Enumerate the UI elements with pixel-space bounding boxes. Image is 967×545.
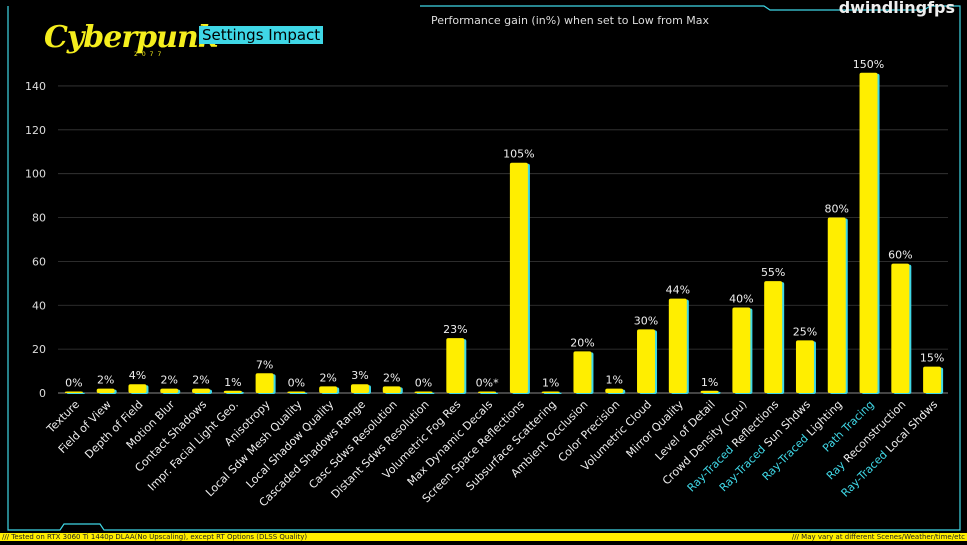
bar: [350, 384, 369, 393]
data-label: 2%: [383, 371, 400, 384]
y-tick-label: 140: [25, 80, 46, 93]
bar: [923, 366, 942, 393]
y-tick-label: 80: [32, 212, 46, 225]
data-label: 0%: [288, 377, 305, 390]
bar: [732, 307, 751, 393]
data-label: 1%: [606, 374, 623, 387]
y-tick-label: 120: [25, 124, 46, 137]
bar: [382, 386, 401, 393]
y-tick-label: 60: [32, 255, 46, 268]
bar: [795, 340, 814, 393]
data-label: 150%: [853, 58, 884, 71]
bar: [255, 373, 274, 393]
bar: [605, 388, 624, 393]
data-label: 7%: [256, 358, 273, 371]
settings-impact-badge: Settings Impact: [199, 26, 324, 44]
bar: [96, 388, 115, 393]
bar: [192, 388, 211, 393]
bar: [827, 217, 846, 393]
logo-text: Cyberpunk: [44, 20, 219, 55]
y-tick-label: 40: [32, 299, 46, 312]
data-label: 3%: [351, 369, 368, 382]
data-label: 25%: [793, 325, 817, 338]
bar: [414, 391, 433, 393]
bar: [160, 388, 179, 393]
data-label: 30%: [634, 314, 658, 327]
y-tick-label: 0: [39, 387, 46, 400]
data-label: 55%: [761, 266, 785, 279]
bar: [223, 390, 242, 393]
y-tick-label: 100: [25, 168, 46, 181]
bar: [700, 390, 719, 393]
data-label: 0%: [65, 377, 82, 390]
bar: [668, 298, 687, 393]
chart-subtitle: Performance gain (in%) when set to Low f…: [430, 14, 710, 27]
footer-note-left: /// Tested on RTX 3060 Ti 1440p DLAA(No …: [2, 533, 308, 541]
bar: [637, 329, 656, 393]
data-label: 2%: [192, 374, 209, 387]
data-label: 44%: [666, 284, 690, 297]
data-label: 0%: [415, 377, 432, 390]
logo-subtext: 2077: [134, 51, 166, 58]
bar: [319, 386, 338, 393]
data-label: 2%: [161, 374, 178, 387]
bar: [509, 162, 528, 393]
bar: [573, 351, 592, 393]
footer-strip: /// Tested on RTX 3060 Ti 1440p DLAA(No …: [0, 531, 967, 541]
bar: [478, 391, 497, 393]
data-label: 1%: [701, 376, 718, 389]
data-label: 4%: [129, 369, 146, 382]
bar: [446, 338, 465, 393]
bar: [287, 391, 306, 393]
footer-note-right: /// May vary at different Scenes/Weather…: [791, 533, 965, 541]
data-label: 60%: [888, 249, 912, 262]
y-tick-label: 20: [32, 343, 46, 356]
bar: [64, 391, 83, 393]
bar: [764, 281, 783, 393]
data-label: 1%: [542, 377, 559, 390]
game-logo: Cyberpunk 2077: [44, 20, 219, 58]
data-label: 2%: [97, 374, 114, 387]
footer-bar: [0, 533, 967, 541]
data-label: 20%: [570, 336, 594, 349]
data-label: 0%*: [476, 377, 499, 390]
data-label: 1%: [224, 376, 241, 389]
data-label: 15%: [920, 352, 944, 365]
data-label: 80%: [825, 203, 849, 216]
watermark: dwindlingfps: [838, 0, 955, 17]
bar: [859, 72, 878, 394]
data-label: 40%: [729, 292, 753, 305]
data-label: 2%: [319, 371, 336, 384]
bar: [891, 263, 910, 393]
data-label: 105%: [503, 148, 534, 161]
bar: [128, 384, 147, 393]
bar: [541, 391, 560, 393]
data-label: 23%: [443, 323, 467, 336]
